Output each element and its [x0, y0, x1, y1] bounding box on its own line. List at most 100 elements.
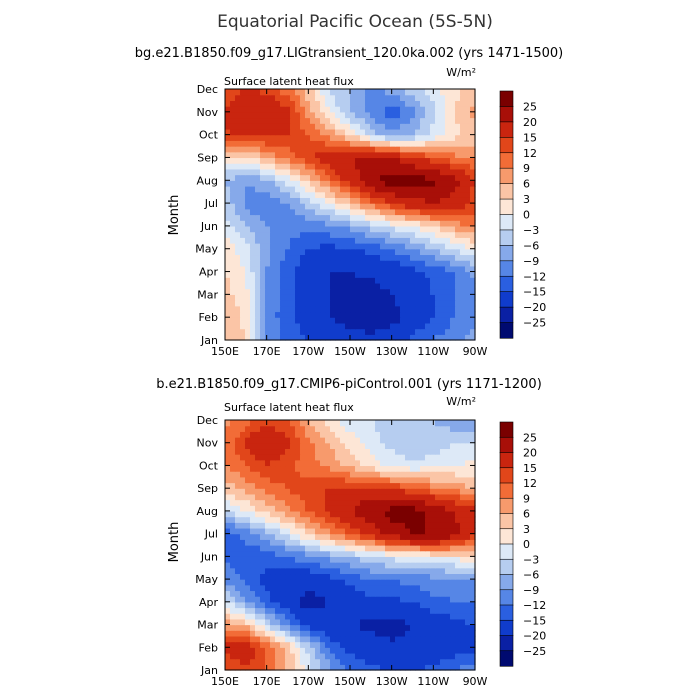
heatmap-cell — [405, 584, 411, 592]
heatmap-cell — [330, 140, 336, 147]
heatmap-cell — [330, 146, 336, 153]
heatmap-cell — [435, 294, 441, 301]
heatmap-cell — [445, 100, 451, 107]
heatmap-cell — [400, 596, 406, 603]
heatmap-cell — [325, 117, 331, 124]
heatmap-cell — [340, 652, 346, 660]
heatmap-cell — [435, 100, 441, 107]
heatmap-cell — [435, 545, 441, 552]
heatmap-cell — [285, 527, 291, 535]
heatmap-cell — [250, 607, 256, 614]
heatmap-cell — [460, 647, 466, 654]
heatmap-cell — [440, 567, 446, 575]
heatmap-cell — [370, 89, 376, 96]
heatmap-cell — [465, 624, 471, 631]
heatmap-cell — [395, 260, 401, 267]
heatmap-cell — [335, 550, 341, 557]
heatmap-cell — [365, 431, 371, 438]
heatmap-cell — [295, 437, 301, 444]
heatmap-cell — [390, 545, 396, 552]
heatmap-cell — [335, 442, 341, 450]
heatmap-cell — [320, 539, 326, 546]
heatmap-cell — [300, 248, 306, 256]
heatmap-cell — [305, 271, 311, 278]
heatmap-cell — [440, 174, 446, 181]
heatmap-cell — [355, 601, 361, 609]
heatmap-cell — [310, 100, 316, 107]
heatmap-cell — [320, 658, 326, 665]
heatmap-cell — [400, 168, 406, 176]
heatmap-cell — [465, 601, 471, 609]
heatmap-cell — [395, 465, 401, 472]
heatmap-cell — [310, 168, 316, 176]
heatmap-cell — [335, 454, 341, 461]
heatmap-cell — [440, 277, 446, 284]
heatmap-cell — [225, 573, 231, 580]
heatmap-cell — [325, 545, 331, 552]
heatmap-cell — [370, 254, 376, 261]
heatmap-cell — [385, 635, 391, 643]
heatmap-cell — [335, 641, 341, 648]
heatmap-cell — [370, 317, 376, 324]
heatmap-cell — [395, 641, 401, 648]
heatmap-cell — [415, 488, 421, 495]
heatmap-cell — [355, 146, 361, 153]
heatmap-cell — [295, 100, 301, 107]
heatmap-cell — [350, 618, 356, 626]
heatmap-cell — [435, 322, 441, 330]
heatmap-cell — [370, 146, 376, 153]
heatmap-cell — [285, 208, 291, 216]
heatmap-cell — [365, 652, 371, 660]
heatmap-cell — [255, 191, 261, 198]
heatmap-cell — [385, 522, 391, 529]
heatmap-cell — [375, 652, 381, 660]
heatmap-cell — [255, 607, 261, 614]
heatmap-cell — [245, 488, 251, 495]
heatmap-cell — [275, 471, 281, 478]
heatmap-cell — [465, 163, 471, 170]
heatmap-cell — [300, 185, 306, 193]
heatmap-cell — [465, 243, 471, 250]
heatmap-cell — [315, 317, 321, 324]
heatmap-cell — [420, 117, 426, 124]
heatmap-cell — [400, 128, 406, 136]
heatmap-cell — [290, 288, 296, 295]
heatmap-cell — [295, 442, 301, 450]
heatmap-cell — [240, 596, 246, 603]
heatmap-cell — [330, 334, 336, 341]
heatmap-cell — [445, 505, 451, 512]
heatmap-cell — [305, 123, 311, 130]
heatmap-cell — [460, 550, 466, 557]
heatmap-cell — [445, 322, 451, 330]
heatmap-cell — [405, 260, 411, 267]
heatmap-cell — [410, 231, 416, 238]
heatmap-cell — [225, 488, 231, 495]
heatmap-cell — [445, 305, 451, 313]
heatmap-cell — [225, 168, 231, 176]
heatmap-cell — [460, 516, 466, 523]
heatmap-cell — [335, 191, 341, 198]
heatmap-cell — [315, 567, 321, 575]
heatmap-cell — [230, 140, 236, 147]
heatmap-cell — [315, 510, 321, 518]
heatmap-cell — [425, 630, 431, 637]
heatmap-cell — [290, 442, 296, 450]
heatmap-cell — [225, 533, 231, 540]
heatmap-cell — [380, 448, 386, 455]
heatmap-cell — [425, 231, 431, 238]
heatmap-cell — [230, 220, 236, 227]
heatmap-cell — [365, 641, 371, 648]
heatmap-cell — [295, 123, 301, 130]
colorbar-swatch — [499, 619, 514, 637]
heatmap-cell — [275, 180, 281, 187]
heatmap-cell — [355, 567, 361, 575]
heatmap-cell — [335, 471, 341, 478]
heatmap-cell — [255, 317, 261, 324]
heatmap-cell — [435, 265, 441, 273]
heatmap-cell — [265, 533, 271, 540]
heatmap-cell — [270, 556, 276, 563]
heatmap-cell — [365, 459, 371, 467]
heatmap-cell — [280, 641, 286, 648]
heatmap-cell — [265, 248, 271, 256]
heatmap-cell — [295, 334, 301, 341]
